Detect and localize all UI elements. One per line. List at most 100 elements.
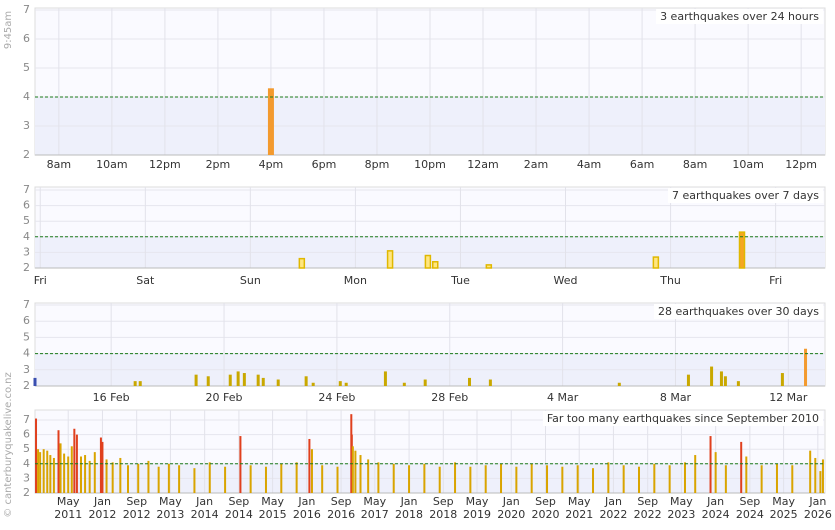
bar	[84, 455, 87, 493]
bar	[383, 371, 387, 386]
x-tick-label: 2022	[599, 508, 627, 521]
x-tick-label: Sat	[136, 274, 155, 287]
x-tick-label: May	[159, 495, 182, 508]
x-tick-label: Mon	[344, 274, 367, 287]
bar	[242, 373, 246, 386]
bar	[308, 438, 311, 493]
x-tick-label: 16 Feb	[93, 391, 130, 404]
chart-title: Far too many earthquakes since September…	[547, 412, 819, 425]
bar	[438, 466, 441, 493]
bar	[338, 381, 342, 386]
bar	[709, 436, 712, 493]
bar	[694, 455, 697, 493]
y-tick-label: 6	[23, 314, 30, 327]
x-tick-label: Sep	[740, 495, 761, 508]
x-tick-label: Sun	[240, 274, 261, 287]
y-tick-label: 2	[23, 486, 30, 499]
x-tick-label: Jan	[93, 495, 111, 508]
x-tick-label: 6am	[630, 158, 654, 171]
bar	[402, 382, 406, 386]
x-tick-label: Jan	[297, 495, 315, 508]
bar	[367, 459, 370, 493]
bar	[99, 437, 102, 493]
bar	[280, 463, 283, 493]
x-tick-label: May	[261, 495, 284, 508]
y-tick-label: 5	[23, 330, 30, 343]
bar	[738, 231, 746, 269]
bar	[59, 443, 62, 493]
x-tick-label: 10pm	[414, 158, 446, 171]
y-tick-label: 7	[23, 3, 30, 16]
bar	[724, 465, 727, 493]
bar	[714, 452, 717, 493]
y-tick-label: 3	[23, 119, 30, 132]
bar	[359, 455, 362, 493]
bar	[710, 366, 714, 386]
x-tick-label: 2016	[327, 508, 355, 521]
x-tick-label: 12am	[467, 158, 498, 171]
bar	[469, 466, 472, 493]
x-tick-label: 8pm	[365, 158, 390, 171]
bar	[321, 465, 324, 493]
bar	[484, 465, 487, 493]
x-tick-label: 2024	[736, 508, 764, 521]
bar	[683, 462, 686, 493]
y-tick-label: 7	[23, 413, 30, 426]
bar	[652, 256, 660, 269]
bar	[67, 456, 70, 493]
bar	[617, 382, 621, 386]
x-tick-label: Sep	[229, 495, 250, 508]
x-tick-label: 2023	[667, 508, 695, 521]
bar	[424, 254, 432, 269]
x-tick-label: 2020	[531, 508, 559, 521]
bar	[310, 449, 313, 493]
credit: © canterburyquakelive.co.nz	[3, 372, 14, 517]
x-tick-label: 4 Mar	[547, 391, 579, 404]
x-tick-label: 2026	[804, 508, 832, 521]
bar	[239, 436, 242, 493]
bar	[35, 418, 38, 493]
bar	[344, 382, 348, 386]
bar	[298, 257, 306, 269]
bar	[468, 377, 471, 386]
bar	[386, 250, 394, 269]
bar	[42, 449, 45, 493]
x-tick-label: 4pm	[259, 158, 284, 171]
bar	[530, 463, 533, 493]
bar	[133, 381, 137, 386]
bar	[485, 264, 493, 269]
bar	[52, 457, 55, 493]
x-tick-label: 12 Mar	[769, 391, 808, 404]
chart-title: 28 earthquakes over 30 days	[658, 305, 819, 318]
bar	[780, 373, 784, 386]
bar	[423, 463, 426, 493]
x-tick-label: 10am	[96, 158, 127, 171]
bar	[814, 457, 817, 493]
y-tick-label: 7	[23, 183, 30, 196]
x-tick-label: Jan	[400, 495, 418, 508]
title-background	[656, 9, 824, 24]
bar	[46, 450, 49, 493]
bar	[736, 381, 740, 386]
bar	[809, 450, 812, 493]
bar	[775, 463, 778, 493]
x-tick-label: Jan	[604, 495, 622, 508]
bar	[261, 377, 265, 386]
x-tick-label: Sep	[433, 495, 454, 508]
x-tick-label: 28 Feb	[431, 391, 468, 404]
y-tick-label: 4	[23, 457, 30, 470]
x-tick-label: Sep	[637, 495, 658, 508]
x-tick-label: Jan	[706, 495, 724, 508]
title-background	[542, 411, 823, 426]
x-tick-label: 2012	[123, 508, 151, 521]
x-tick-label: 2020	[497, 508, 525, 521]
x-tick-label: 12pm	[149, 158, 181, 171]
bar	[622, 465, 625, 493]
x-tick-label: May	[568, 495, 591, 508]
x-tick-label: Sep	[126, 495, 147, 508]
bar	[236, 371, 240, 386]
bar	[37, 449, 40, 493]
bar	[745, 456, 748, 493]
bar	[500, 463, 503, 493]
y-tick-label: 2	[23, 148, 30, 161]
